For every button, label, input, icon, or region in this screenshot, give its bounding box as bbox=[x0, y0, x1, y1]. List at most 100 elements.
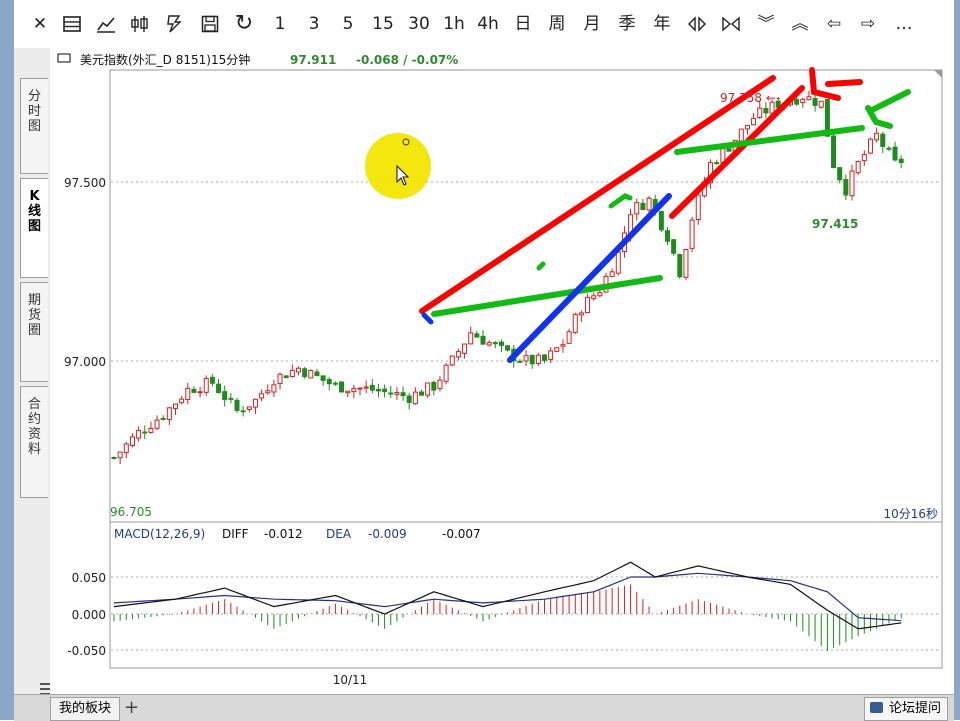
candle-body bbox=[566, 331, 572, 344]
candle-body bbox=[449, 355, 455, 366]
candle-body bbox=[400, 392, 406, 397]
candle-body bbox=[154, 419, 160, 429]
candle-body bbox=[455, 351, 461, 358]
chart-area[interactable]: 美元指数(外汇_D 8151)15分钟 97.911 -0.068 / -0.0… bbox=[50, 48, 954, 694]
candle-body bbox=[474, 333, 480, 338]
candle-body bbox=[677, 254, 683, 278]
green-top-line bbox=[674, 125, 865, 155]
more-icon[interactable]: … bbox=[895, 14, 913, 34]
period-quarter-button[interactable]: 季 bbox=[618, 14, 636, 34]
candle-body bbox=[726, 148, 732, 152]
candle-body bbox=[382, 388, 388, 392]
candle-body bbox=[634, 202, 640, 215]
list-icon[interactable] bbox=[60, 0, 84, 48]
panel-corner-marker bbox=[934, 70, 942, 78]
period-month-button[interactable]: 月 bbox=[583, 14, 601, 34]
macd-dea-value: -0.009 bbox=[368, 527, 407, 541]
candle-body bbox=[185, 387, 191, 401]
tab-contract-info[interactable]: 合约资料 bbox=[20, 386, 48, 498]
bottom-bar: 我的板块 + 论坛提问 bbox=[14, 694, 954, 721]
candle-body bbox=[800, 98, 806, 103]
candle-body bbox=[252, 398, 258, 408]
tab-futures-circle[interactable]: 期货圈 bbox=[20, 282, 48, 382]
forum-ask-label: 论坛提问 bbox=[888, 701, 941, 716]
candle-body bbox=[197, 391, 203, 394]
candle-body bbox=[345, 390, 351, 394]
candle-body bbox=[388, 392, 394, 395]
zoom-in-icon[interactable] bbox=[719, 0, 743, 48]
candle-body bbox=[861, 153, 867, 162]
close-icon[interactable]: ✕ bbox=[32, 14, 48, 34]
candle-body bbox=[898, 158, 904, 163]
save-icon[interactable] bbox=[198, 0, 222, 48]
window-edge-right bbox=[954, 0, 960, 720]
symbol-title: 美元指数(外汇_D 8151)15分钟 bbox=[80, 52, 250, 67]
arrow-left-icon[interactable]: ⇦ bbox=[826, 14, 842, 34]
add-tab-button[interactable]: + bbox=[124, 697, 140, 718]
y-tick-97500: 97.500 bbox=[64, 176, 106, 190]
candle-body bbox=[738, 128, 744, 142]
candle-body bbox=[173, 403, 178, 409]
macd-title: MACD(12,26,9) bbox=[114, 527, 205, 541]
candle-body bbox=[363, 386, 369, 389]
window-edge-left bbox=[0, 0, 14, 720]
zoom-out-icon[interactable] bbox=[685, 0, 709, 48]
candle-body bbox=[671, 239, 677, 254]
period-3m-button[interactable]: 3 bbox=[308, 14, 320, 34]
chevron-up-icon[interactable]: ︽ bbox=[791, 14, 809, 34]
candle-body bbox=[234, 399, 240, 411]
annotation-drawings bbox=[419, 67, 911, 363]
green-tick-mark bbox=[536, 261, 546, 271]
candle-body bbox=[222, 391, 228, 401]
candle-body bbox=[326, 379, 332, 385]
candle-body bbox=[265, 390, 271, 394]
period-30m-button[interactable]: 30 bbox=[408, 14, 430, 34]
macd-diff-line bbox=[113, 561, 902, 630]
period-5m-button[interactable]: 5 bbox=[342, 14, 354, 34]
period-15m-button[interactable]: 15 bbox=[372, 14, 394, 34]
candle-body bbox=[874, 132, 880, 141]
chevron-down-icon[interactable]: ︾ bbox=[757, 14, 775, 34]
period-4h-button[interactable]: 4h bbox=[477, 14, 499, 34]
candle-body bbox=[228, 397, 234, 400]
forum-ask-button[interactable]: 论坛提问 bbox=[863, 697, 948, 721]
candlestick-icon[interactable] bbox=[128, 0, 152, 48]
period-1m-button[interactable]: 1 bbox=[274, 14, 286, 34]
candle-body bbox=[123, 443, 129, 453]
period-1h-button[interactable]: 1h bbox=[443, 14, 465, 34]
candle-body bbox=[812, 98, 818, 106]
candle-body bbox=[880, 133, 886, 147]
tab-futures-circle-label: 期货圈 bbox=[27, 293, 41, 338]
forum-icon bbox=[869, 702, 883, 713]
line-chart-icon[interactable] bbox=[94, 0, 118, 48]
draw-pen-icon[interactable] bbox=[162, 0, 186, 48]
high-price-label: 97.758 bbox=[720, 91, 762, 105]
candle-body bbox=[665, 230, 670, 242]
tab-timeshare[interactable]: 分时图 bbox=[20, 78, 48, 174]
tab-my-sectors[interactable]: 我的板块 bbox=[50, 697, 121, 721]
candle-body bbox=[351, 388, 357, 393]
high-price-arrow: ←- bbox=[766, 91, 780, 105]
arrow-right-icon[interactable]: ⇨ bbox=[860, 14, 876, 34]
candle-body bbox=[302, 368, 308, 378]
refresh-icon[interactable]: ↻ bbox=[234, 11, 254, 36]
candle-body bbox=[523, 355, 529, 362]
candle-body bbox=[357, 387, 363, 390]
candle-body bbox=[769, 101, 775, 114]
candle-body bbox=[498, 341, 504, 346]
candle-body bbox=[505, 345, 511, 351]
period-day-button[interactable]: 日 bbox=[514, 14, 532, 34]
candle-body bbox=[597, 292, 603, 297]
green-small-mark bbox=[608, 193, 633, 209]
period-year-button[interactable]: 年 bbox=[653, 14, 671, 34]
period-week-button[interactable]: 周 bbox=[548, 14, 566, 34]
candle-body bbox=[751, 117, 757, 126]
candle-body bbox=[554, 347, 560, 352]
candle-body bbox=[763, 108, 769, 114]
macd-tick-m0050: -0.050 bbox=[67, 644, 106, 658]
candle-body bbox=[560, 344, 566, 347]
y-tick-97000: 97.000 bbox=[64, 355, 106, 369]
candle-body bbox=[806, 96, 812, 101]
candle-body bbox=[129, 436, 135, 447]
